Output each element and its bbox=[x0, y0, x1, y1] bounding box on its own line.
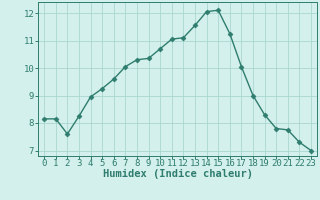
X-axis label: Humidex (Indice chaleur): Humidex (Indice chaleur) bbox=[103, 169, 252, 179]
